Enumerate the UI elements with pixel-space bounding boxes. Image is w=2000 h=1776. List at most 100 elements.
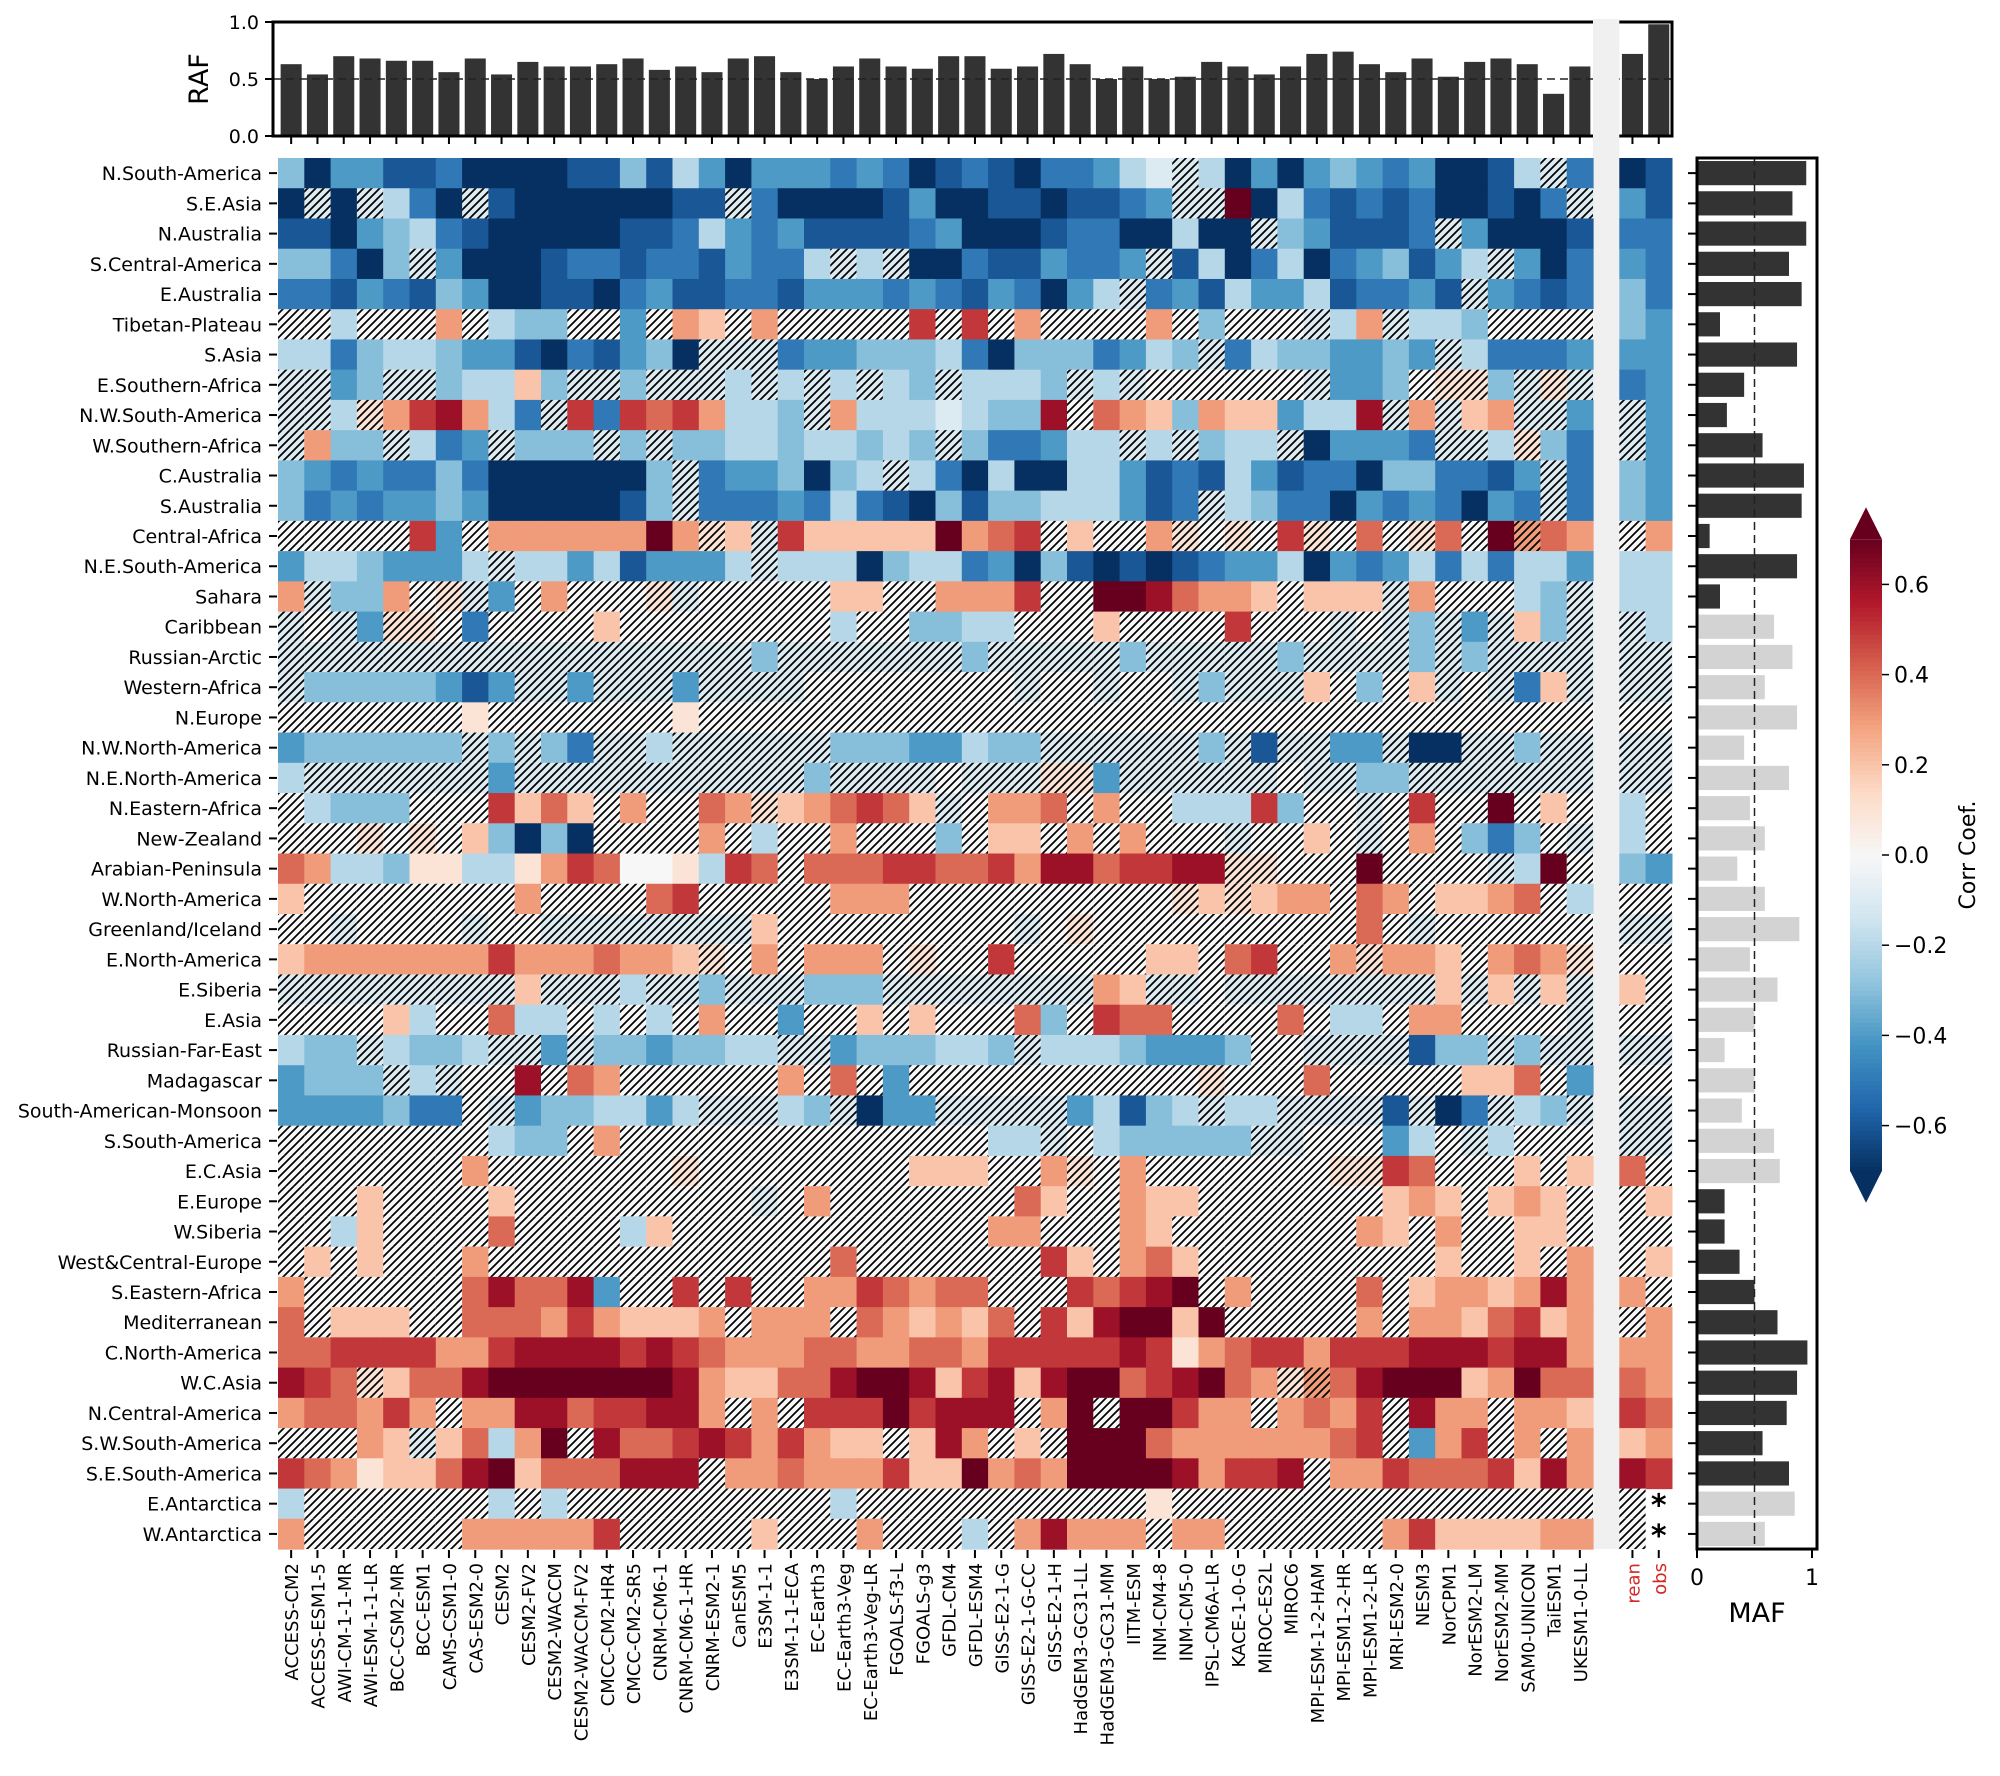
heatmap-cell (593, 278, 621, 310)
heatmap-cell (1645, 1367, 1673, 1399)
hatch-overlay (593, 641, 620, 673)
hatch-overlay (1487, 732, 1515, 763)
heatmap-cell (1382, 1367, 1410, 1399)
hatch-overlay (1566, 1186, 1593, 1217)
heatmap-cell (1540, 1518, 1568, 1550)
heatmap-cell (409, 732, 437, 764)
heatmap-cell (541, 853, 568, 885)
heatmap-cell (488, 369, 516, 401)
heatmap-cell (882, 399, 910, 431)
colorbar-segment (1850, 701, 1882, 707)
hatch-overlay (1014, 702, 1041, 733)
heatmap-cell (961, 460, 989, 492)
heatmap-cell (1040, 1004, 1068, 1036)
hatch-overlay (1303, 1095, 1330, 1126)
heatmap-cell (988, 944, 1015, 976)
model-label: CESM2-FV2 (519, 1563, 540, 1666)
heatmap-cell (541, 339, 568, 371)
heatmap-cell (593, 1397, 621, 1429)
maf-bar (1697, 977, 1778, 1002)
hatch-overlay (593, 974, 620, 1005)
hatch-overlay (1540, 823, 1567, 854)
hatch-overlay (935, 1065, 962, 1096)
heatmap-cell (777, 1095, 805, 1127)
hatch-overlay (1487, 581, 1515, 612)
heatmap-cell (1382, 278, 1410, 310)
hatch-overlay (1619, 1095, 1646, 1126)
heatmap-cell (988, 399, 1015, 431)
hatch-overlay (1277, 823, 1304, 854)
heatmap-cell (804, 1458, 831, 1490)
heatmap-cell (1408, 1276, 1436, 1308)
heatmap-cell (1172, 1367, 1200, 1399)
colorbar-segment (1850, 836, 1882, 843)
hatch-overlay (1198, 762, 1225, 794)
heatmap-cell (1093, 1428, 1121, 1459)
heatmap-cell (961, 1276, 989, 1308)
heatmap-cell (278, 1307, 305, 1338)
hatch-overlay (409, 248, 436, 279)
heatmap-cell (462, 1428, 489, 1459)
hatch-overlay (1067, 369, 1094, 400)
heatmap-cell (356, 581, 384, 613)
heatmap-cell (567, 218, 595, 250)
heatmap-cell (725, 551, 752, 582)
hatch-overlay (751, 1488, 778, 1519)
heatmap-cell (1382, 551, 1410, 582)
heatmap-cell (1435, 1186, 1463, 1217)
hatch-overlay (646, 762, 673, 794)
hatch-overlay (1645, 823, 1672, 854)
hatch-overlay (435, 611, 463, 642)
heatmap-cell (488, 309, 516, 341)
hatch-overlay (1356, 1155, 1383, 1187)
hatch-overlay (1619, 1004, 1646, 1035)
hatch-overlay (330, 823, 357, 854)
heatmap-cell (619, 1216, 647, 1248)
hatch-overlay (698, 732, 726, 763)
hatch-overlay (1645, 1065, 1672, 1096)
hatch-overlay (830, 1004, 857, 1035)
heatmap-cell (830, 853, 858, 885)
heatmap-cell (356, 490, 384, 522)
heatmap-cell (541, 1004, 568, 1036)
heatmap-cell (909, 1034, 937, 1066)
colorbar-segment (1850, 602, 1882, 608)
heatmap-cell (1487, 188, 1515, 220)
hatch-overlay (988, 1065, 1015, 1096)
hatch-overlay (593, 702, 620, 733)
heatmap-cell (1119, 339, 1147, 371)
hatch-overlay (1540, 1034, 1567, 1066)
heatmap-cell (1330, 1367, 1357, 1399)
hatch-overlay (725, 581, 752, 612)
heatmap-cell (882, 551, 910, 582)
heatmap-cell (1093, 460, 1121, 492)
hatch-overlay (567, 883, 594, 914)
hatch-overlay (514, 762, 541, 794)
raf-bar (1358, 64, 1380, 136)
hatch-overlay (462, 1488, 489, 1519)
hatch-overlay (330, 1186, 357, 1217)
hatch-overlay (1303, 369, 1330, 400)
heatmap-cell (1040, 248, 1068, 280)
heatmap-cell (1619, 248, 1647, 280)
heatmap-cell (1093, 278, 1121, 310)
heatmap-cell (1514, 1065, 1541, 1097)
heatmap-cell (1645, 460, 1673, 492)
raf-bar (333, 56, 355, 137)
hatch-overlay (1566, 702, 1593, 733)
hatch-overlay (1645, 1216, 1672, 1247)
region-label: S.E.Asia (186, 193, 262, 215)
heatmap-cell (1487, 158, 1515, 189)
hatch-overlay (935, 883, 962, 914)
hatch-overlay (646, 823, 673, 854)
heatmap-cell (383, 1337, 411, 1369)
hatch-overlay (1382, 1246, 1409, 1277)
hatch-overlay (804, 369, 831, 400)
hatch-overlay (619, 914, 647, 945)
hatch-overlay (646, 1155, 673, 1187)
heatmap-cell (961, 490, 989, 522)
heatmap-cell (1145, 1307, 1173, 1338)
heatmap-cell (278, 1095, 305, 1127)
heatmap-cell (488, 1397, 516, 1429)
hatch-overlay (1145, 702, 1173, 733)
